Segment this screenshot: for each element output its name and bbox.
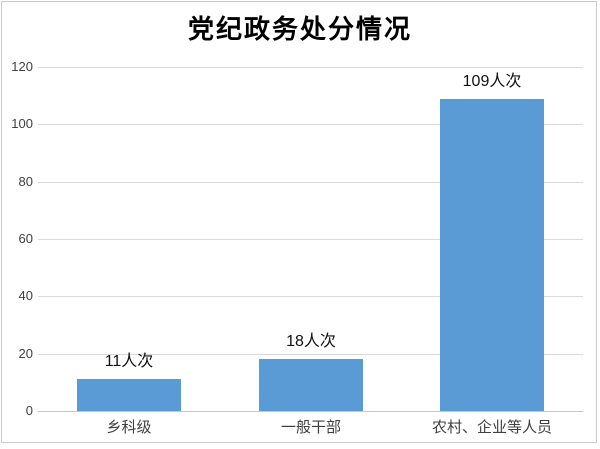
y-tick-label: 60 [18,231,33,246]
bar [440,99,544,411]
gridline [38,296,583,297]
category-label: 农村、企业等人员 [431,419,552,436]
gridline [38,124,583,125]
chart-title: 党纪政务处分情况 [187,14,412,44]
bar-value-label: 11人次 [104,353,154,370]
y-tick-label: 120 [11,59,33,74]
bar-value-label: 109人次 [462,73,522,90]
gridline [38,354,583,355]
y-tick-label: 0 [25,403,33,418]
bar [259,359,363,411]
gridline [38,239,583,240]
category-label: 一般干部 [280,419,341,436]
y-tick-label: 100 [11,116,33,131]
y-tick-label: 20 [18,346,33,361]
bar-value-label: 18人次 [286,333,336,350]
x-axis-line [38,411,583,412]
y-tick-label: 40 [18,288,33,303]
y-tick-label: 80 [18,174,33,189]
gridline [38,67,583,68]
gridline [38,182,583,183]
category-label: 乡科级 [106,419,152,436]
bar [77,379,181,411]
